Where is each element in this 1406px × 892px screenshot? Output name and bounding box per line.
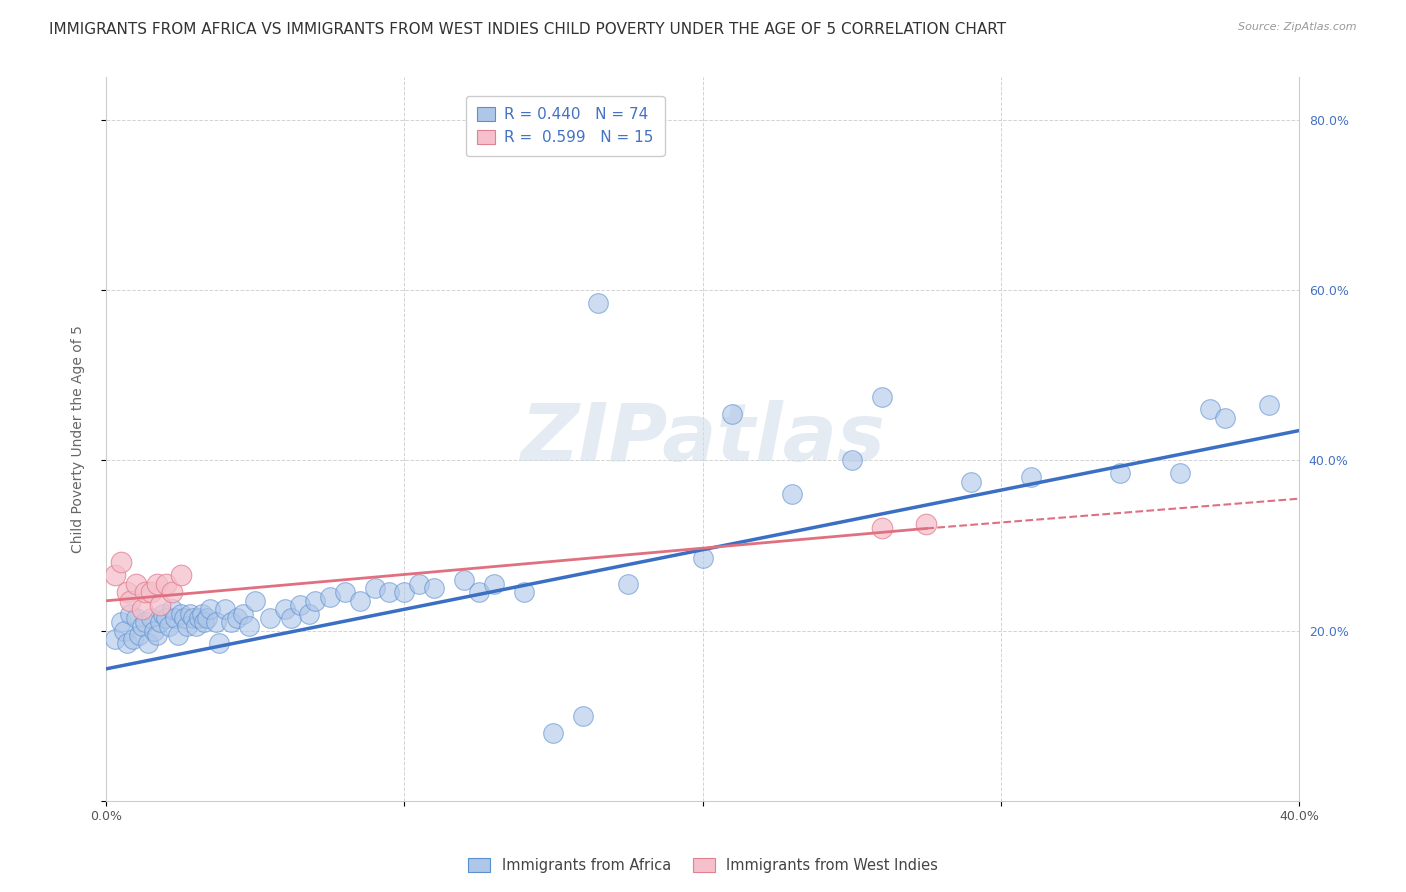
Point xyxy=(915,517,938,532)
Legend: Immigrants from Africa, Immigrants from West Indies: Immigrants from Africa, Immigrants from … xyxy=(461,851,945,880)
Point xyxy=(110,615,132,629)
Point xyxy=(1019,470,1042,484)
Point xyxy=(169,607,191,621)
Point xyxy=(319,590,342,604)
Point xyxy=(586,296,609,310)
Point xyxy=(617,576,640,591)
Point xyxy=(122,632,145,646)
Point xyxy=(238,619,260,633)
Point xyxy=(378,585,401,599)
Point xyxy=(136,636,159,650)
Point xyxy=(104,632,127,646)
Point xyxy=(394,585,416,599)
Point xyxy=(128,628,150,642)
Point xyxy=(104,568,127,582)
Point xyxy=(157,619,180,633)
Point xyxy=(149,598,172,612)
Point xyxy=(870,390,893,404)
Point xyxy=(197,611,219,625)
Point xyxy=(482,576,505,591)
Point xyxy=(131,602,153,616)
Point xyxy=(543,725,565,739)
Y-axis label: Child Poverty Under the Age of 5: Child Poverty Under the Age of 5 xyxy=(72,326,86,553)
Point xyxy=(288,598,311,612)
Point xyxy=(125,576,148,591)
Point xyxy=(190,607,212,621)
Point xyxy=(780,487,803,501)
Point xyxy=(112,624,135,638)
Point xyxy=(208,636,231,650)
Text: Source: ZipAtlas.com: Source: ZipAtlas.com xyxy=(1239,22,1357,32)
Point xyxy=(110,556,132,570)
Point xyxy=(152,607,174,621)
Point xyxy=(453,573,475,587)
Legend: R = 0.440   N = 74, R =  0.599   N = 15: R = 0.440 N = 74, R = 0.599 N = 15 xyxy=(467,96,665,156)
Point xyxy=(118,607,141,621)
Point xyxy=(221,615,243,629)
Point xyxy=(115,636,138,650)
Point xyxy=(146,628,169,642)
Point xyxy=(1109,466,1132,480)
Point xyxy=(149,615,172,629)
Point xyxy=(214,602,236,616)
Point xyxy=(169,568,191,582)
Point xyxy=(333,585,356,599)
Point xyxy=(193,615,215,629)
Point xyxy=(721,407,744,421)
Point xyxy=(205,615,228,629)
Point xyxy=(131,619,153,633)
Point xyxy=(160,602,183,616)
Point xyxy=(692,551,714,566)
Point xyxy=(408,576,430,591)
Point xyxy=(1213,410,1236,425)
Point xyxy=(245,594,267,608)
Point xyxy=(259,611,281,625)
Point xyxy=(298,607,321,621)
Point xyxy=(187,611,209,625)
Point xyxy=(134,585,156,599)
Point xyxy=(1198,402,1220,417)
Point xyxy=(160,585,183,599)
Point xyxy=(841,453,863,467)
Point xyxy=(142,624,165,638)
Point xyxy=(232,607,254,621)
Point xyxy=(870,521,893,535)
Point xyxy=(468,585,491,599)
Point xyxy=(274,602,297,616)
Point xyxy=(139,585,162,599)
Point xyxy=(155,576,177,591)
Point xyxy=(349,594,371,608)
Point xyxy=(155,611,177,625)
Point xyxy=(176,619,198,633)
Point xyxy=(166,628,188,642)
Point xyxy=(163,611,186,625)
Point xyxy=(115,585,138,599)
Point xyxy=(134,615,156,629)
Point xyxy=(1258,398,1281,412)
Point xyxy=(200,602,222,616)
Point xyxy=(423,581,446,595)
Point xyxy=(280,611,302,625)
Point xyxy=(184,619,207,633)
Point xyxy=(118,594,141,608)
Point xyxy=(1168,466,1191,480)
Text: IMMIGRANTS FROM AFRICA VS IMMIGRANTS FROM WEST INDIES CHILD POVERTY UNDER THE AG: IMMIGRANTS FROM AFRICA VS IMMIGRANTS FRO… xyxy=(49,22,1007,37)
Point xyxy=(226,611,249,625)
Point xyxy=(181,611,204,625)
Point xyxy=(960,475,983,489)
Point xyxy=(139,611,162,625)
Point xyxy=(572,708,595,723)
Point xyxy=(304,594,326,608)
Point xyxy=(173,611,195,625)
Point xyxy=(146,576,169,591)
Point xyxy=(125,611,148,625)
Point xyxy=(179,607,201,621)
Point xyxy=(512,585,534,599)
Text: ZIPatlas: ZIPatlas xyxy=(520,401,886,478)
Point xyxy=(363,581,385,595)
